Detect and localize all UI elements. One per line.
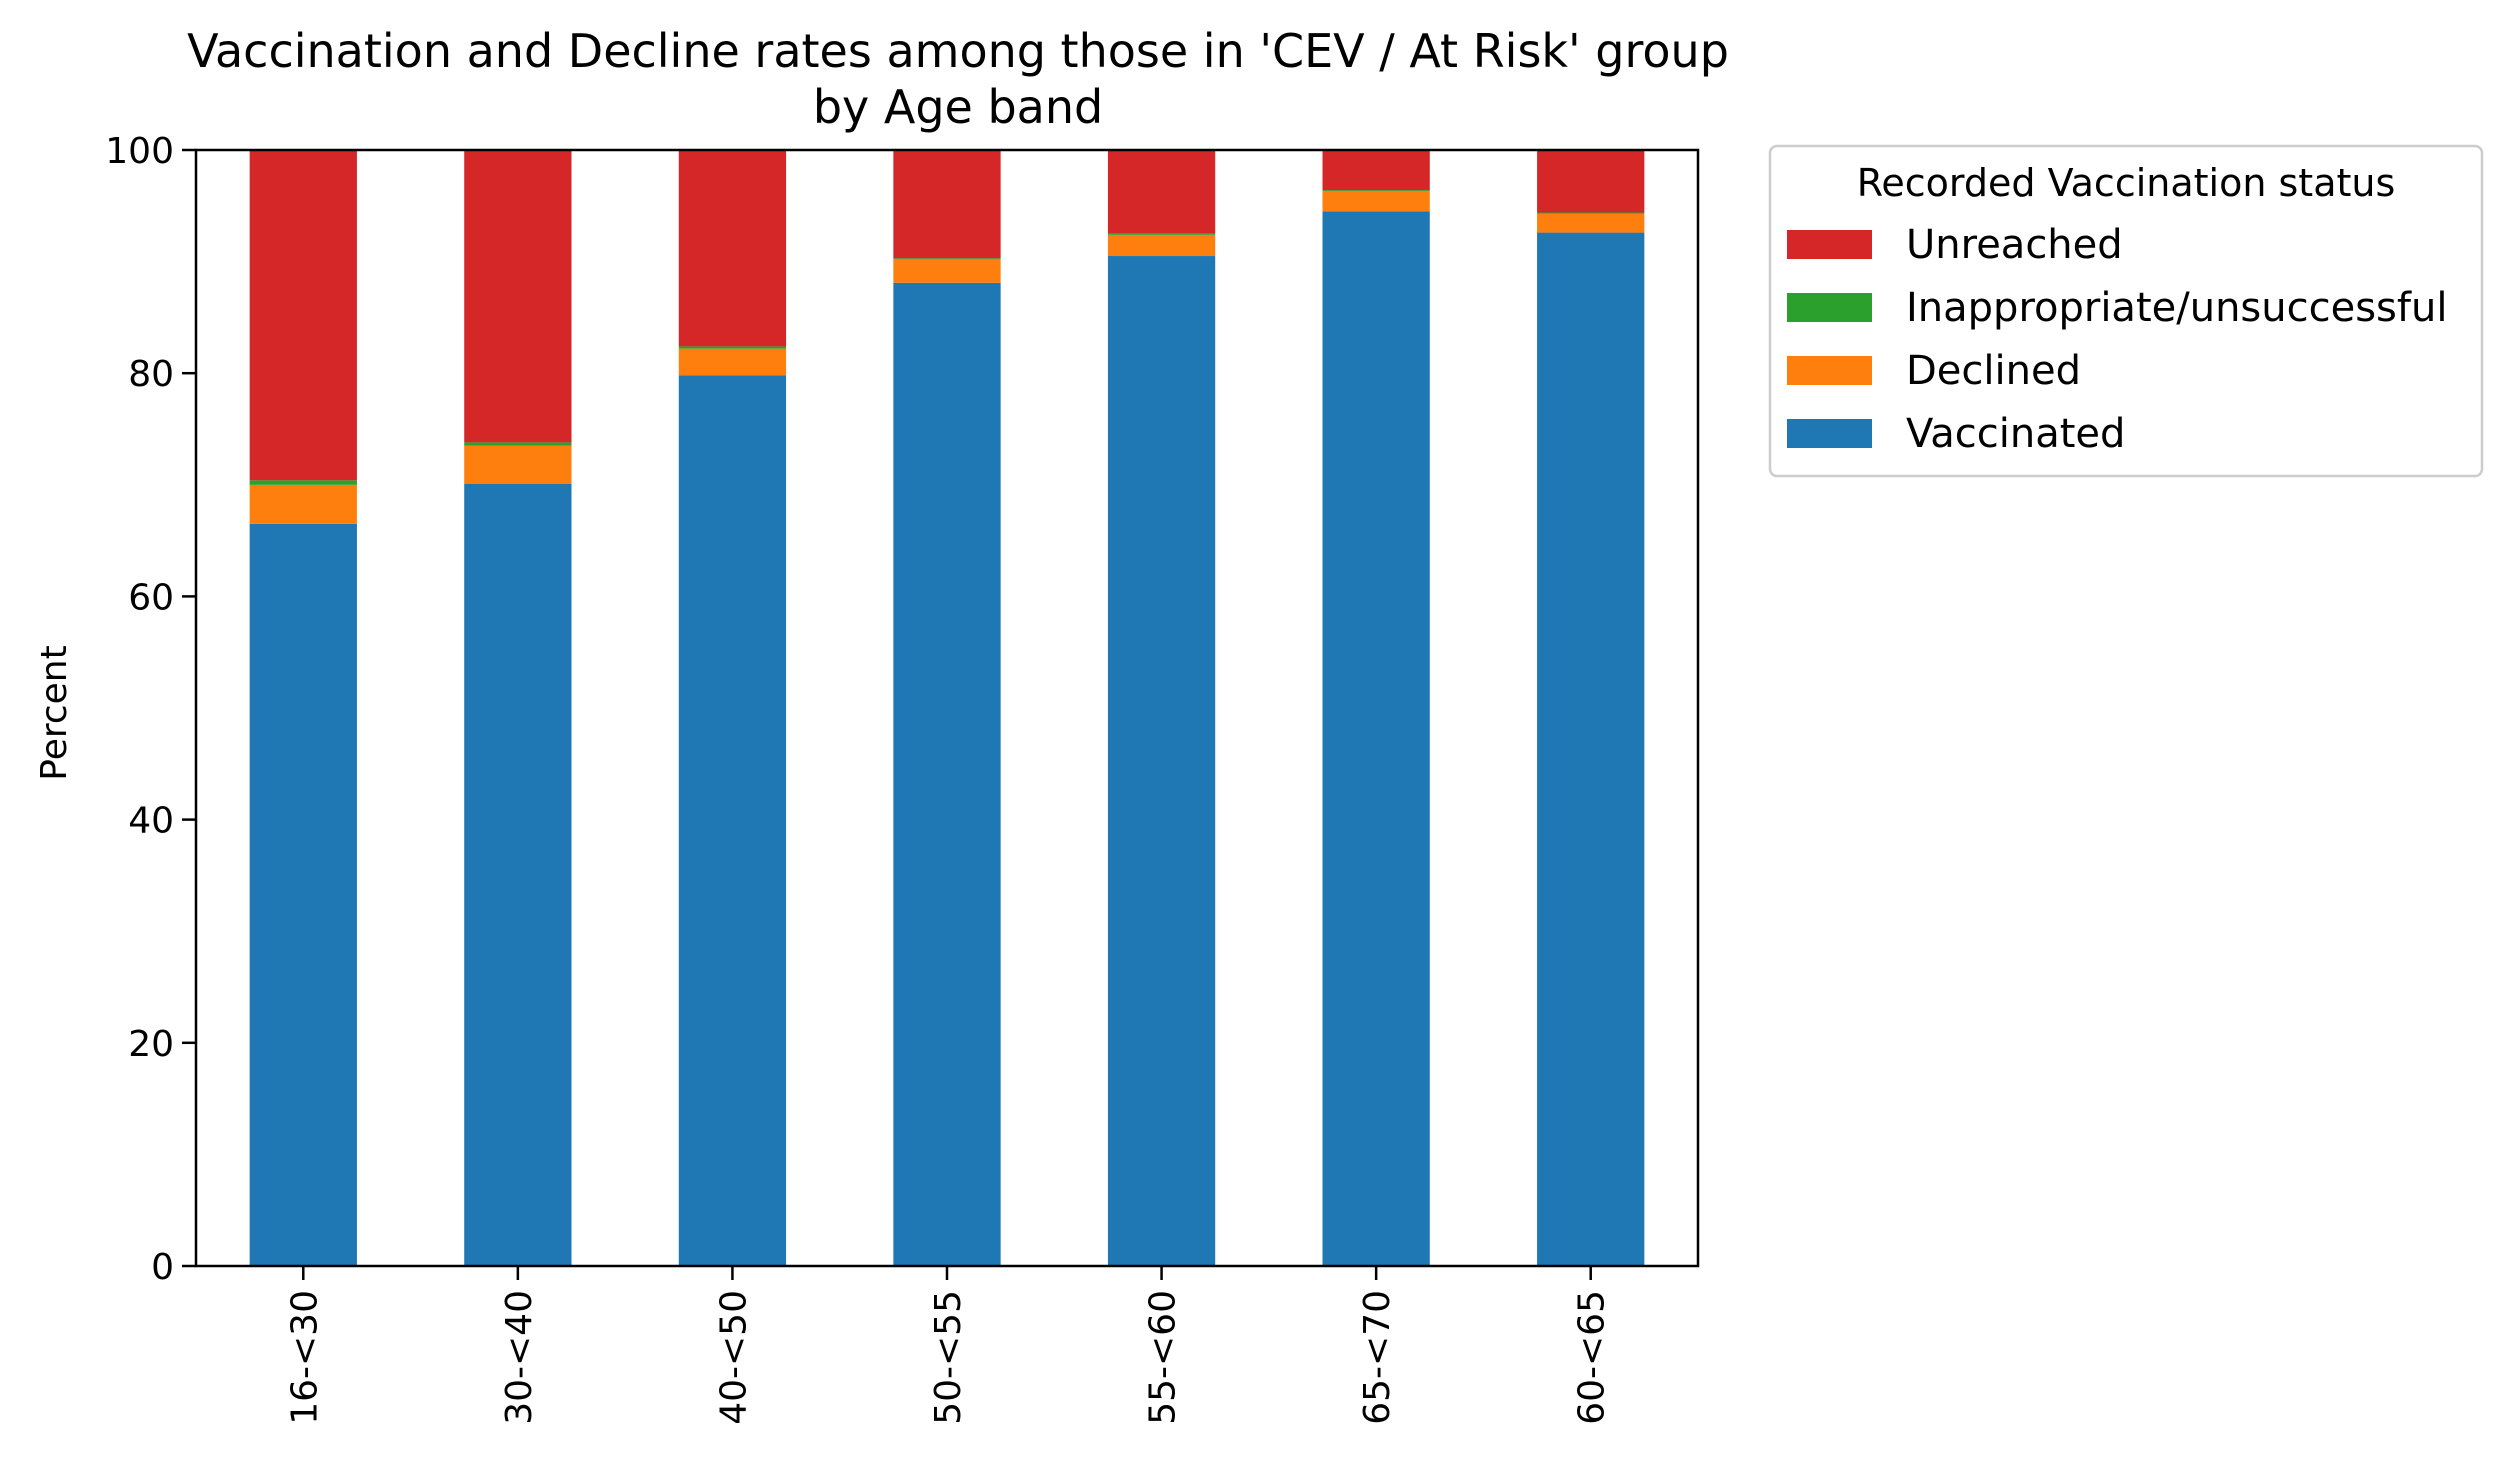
- bar-segment: [249, 480, 357, 485]
- x-tick-label: 40-<50: [713, 1290, 754, 1425]
- bar-segment: [1107, 256, 1216, 1266]
- bar-segment: [249, 484, 357, 524]
- bar-segment: [464, 483, 572, 1267]
- y-tick-label: 20: [128, 1024, 174, 1065]
- y-tick-label: 40: [128, 801, 174, 842]
- legend-label: Inappropriate/unsuccessful: [1906, 285, 2447, 331]
- bar-segment: [464, 445, 572, 484]
- bar-segment: [1537, 212, 1645, 214]
- bar-segment: [1322, 211, 1430, 1266]
- chart-subtitle: by Age band: [813, 80, 1103, 134]
- bar-segment: [1322, 190, 1430, 192]
- legend: Recorded Vaccination status Unreached Inap…: [1768, 144, 2484, 478]
- bar-segment: [1537, 232, 1645, 1267]
- legend-label: Declined: [1906, 348, 2081, 394]
- legend-swatch: [1787, 293, 1872, 322]
- legend-swatch: [1787, 419, 1872, 448]
- legend-label: Vaccinated: [1906, 411, 2125, 457]
- y-axis: 0 20 40 60 80 100: [105, 131, 196, 1288]
- y-tick-label: 0: [151, 1247, 174, 1288]
- x-tick-label: 60-<65: [1572, 1290, 1613, 1425]
- bar-segment: [1537, 213, 1645, 233]
- x-tick-label: 65-<70: [1357, 1290, 1398, 1425]
- bar-segment: [1537, 150, 1645, 213]
- x-tick-label: 16-<30: [284, 1290, 325, 1425]
- bar-segment: [249, 150, 357, 481]
- bar-segment: [1322, 150, 1430, 191]
- bar-segment: [464, 150, 572, 443]
- bar-segment: [678, 150, 787, 347]
- bar-segment: [678, 348, 787, 376]
- y-axis-label: Percent: [34, 645, 75, 780]
- bar-segment: [893, 282, 1001, 1267]
- y-tick-label: 60: [128, 577, 174, 618]
- legend-label: Unreached: [1906, 222, 2123, 268]
- x-tick-label: 50-<55: [928, 1290, 969, 1425]
- legend-swatch: [1787, 356, 1872, 385]
- bar-segment: [1322, 191, 1430, 212]
- y-tick-label: 100: [105, 131, 174, 172]
- bar-segment: [678, 346, 787, 349]
- y-tick-label: 80: [128, 354, 174, 395]
- legend-swatch: [1787, 230, 1872, 259]
- bar-segment: [893, 150, 1001, 259]
- bar-segment: [678, 375, 787, 1266]
- legend-title: Recorded Vaccination status: [1857, 161, 2396, 205]
- bar-segment: [1107, 150, 1216, 234]
- bar-segment: [1107, 234, 1216, 257]
- x-axis: 16-<30 30-<40 40-<50 50-<55 55-<60 65-<70 60-<…: [284, 1266, 1613, 1425]
- bar-segment: [464, 442, 572, 446]
- x-tick-label: 55-<60: [1143, 1290, 1184, 1425]
- x-tick-label: 30-<40: [499, 1290, 540, 1425]
- legend-box: [1768, 144, 2484, 478]
- bar-segment: [1107, 233, 1216, 235]
- bars-group: [249, 150, 1645, 1267]
- bar-segment: [893, 259, 1001, 283]
- bar-segment: [249, 523, 357, 1266]
- bar-segment: [893, 258, 1001, 260]
- chart-title: Vaccination and Decline rates among thos…: [187, 24, 1729, 78]
